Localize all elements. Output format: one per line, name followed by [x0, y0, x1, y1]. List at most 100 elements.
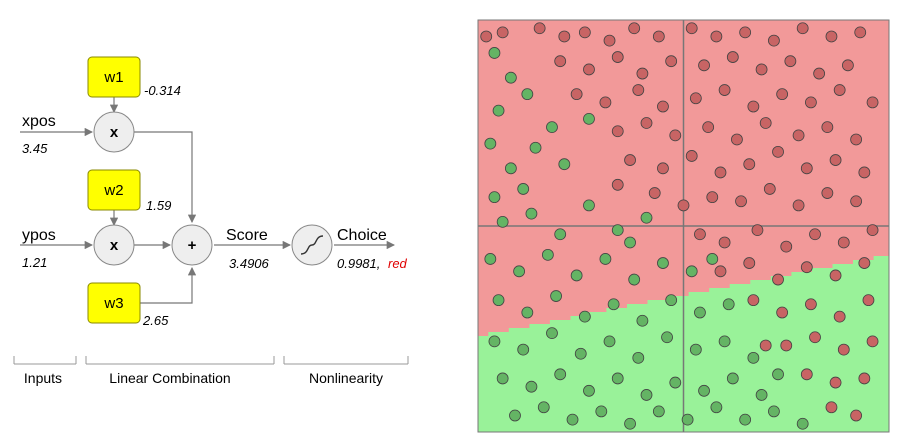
section-label-nonlinearity: Nonlinearity: [309, 370, 383, 386]
data-point-red-79: [862, 294, 875, 307]
data-point-red-6: [652, 30, 665, 43]
data-point-red-90: [611, 178, 624, 191]
data-point-green-47: [611, 372, 624, 385]
data-point-green-26: [550, 290, 562, 302]
data-point-green-0: [488, 47, 501, 59]
data-point-green-55: [566, 413, 579, 426]
score-label: Score: [226, 227, 268, 244]
data-point-green-65: [546, 121, 558, 134]
data-point-green-4: [484, 137, 497, 150]
data-point-red-83: [866, 335, 879, 348]
data-point-red-25: [570, 88, 583, 101]
data-point-red-49: [743, 158, 756, 171]
weight-label-w2: w2: [103, 182, 123, 199]
data-point-red-31: [747, 100, 760, 113]
data-point-red-54: [648, 187, 661, 199]
data-point-red-80: [780, 339, 793, 352]
data-point-red-36: [611, 125, 624, 138]
weight-w3: w3: [87, 282, 141, 324]
data-point-red-37: [640, 117, 653, 129]
data-point-red-44: [850, 133, 863, 146]
data-point-green-42: [747, 351, 760, 364]
multiply-node-1: x: [93, 111, 135, 153]
data-point-red-13: [854, 26, 867, 39]
data-point-green-32: [722, 298, 735, 311]
data-point-red-46: [657, 162, 669, 175]
data-point-green-21: [628, 273, 641, 286]
data-point-green-62: [768, 405, 780, 418]
data-point-red-87: [825, 401, 838, 414]
data-point-green-29: [636, 314, 649, 327]
data-point-red-53: [858, 166, 871, 179]
multiply-node-1-circle: [93, 111, 135, 153]
data-point-red-5: [628, 22, 641, 35]
data-point-green-2: [492, 104, 505, 117]
data-point-red-58: [763, 183, 776, 195]
data-point-red-34: [833, 84, 846, 96]
choice-class: red: [388, 256, 408, 271]
input-label-ypos: ypos: [22, 227, 56, 244]
data-point-red-72: [800, 261, 813, 274]
data-point-green-27: [578, 310, 591, 323]
data-point-red-7: [685, 22, 698, 35]
data-point-red-22: [784, 55, 797, 68]
plot-border: [477, 19, 890, 433]
data-point-green-58: [652, 405, 665, 418]
data-point-red-41: [759, 117, 772, 129]
input-value-ypos: 1.21: [22, 255, 47, 270]
data-point-red-60: [821, 187, 834, 199]
score-value: 3.4906: [229, 256, 270, 271]
data-point-red-51: [800, 162, 813, 175]
data-point-green-16: [484, 253, 497, 265]
plus-icon: +: [188, 237, 197, 254]
data-point-green-7: [558, 158, 571, 171]
data-point-green-1: [504, 71, 517, 84]
weight-box-w1: [87, 56, 141, 98]
add-node: +: [171, 224, 213, 266]
data-point-red-73: [829, 269, 842, 282]
data-point-red-9: [739, 26, 752, 39]
data-point-red-1: [533, 22, 546, 35]
data-point-green-20: [599, 253, 612, 265]
data-point-red-26: [599, 96, 612, 109]
data-point-green-56: [595, 405, 608, 418]
data-point-red-11: [796, 22, 809, 35]
data-point-green-10: [496, 215, 509, 228]
data-point-green-67: [772, 368, 784, 381]
data-point-green-14: [611, 224, 624, 237]
data-point-red-76: [776, 306, 789, 319]
data-point-green-54: [537, 401, 550, 414]
data-point-red-55: [677, 199, 690, 212]
data-point-green-12: [554, 228, 567, 241]
data-point-green-33: [488, 335, 501, 348]
neural-unit-diagram: w1 -0.314 w2 1.59 w3 2.65 xpos 3.45 ypos…: [13, 56, 409, 386]
data-point-green-43: [496, 372, 509, 385]
data-point-red-19: [698, 59, 710, 72]
data-point-green-46: [583, 384, 595, 397]
data-point-green-57: [624, 417, 636, 430]
data-point-green-40: [689, 343, 702, 356]
weight-value-w3: 2.65: [142, 313, 169, 328]
data-point-red-45: [624, 154, 636, 166]
data-point-red-71: [772, 273, 784, 286]
data-point-green-39: [661, 331, 673, 344]
input-value-xpos: 3.45: [22, 141, 48, 156]
data-point-green-52: [755, 389, 768, 401]
weight-label-w1: w1: [103, 69, 123, 86]
weight-value-w2: 1.59: [146, 198, 171, 213]
data-point-red-66: [809, 228, 821, 241]
data-point-green-6: [529, 141, 542, 154]
data-point-green-3: [521, 88, 534, 101]
data-point-red-10: [768, 34, 780, 47]
data-point-green-19: [570, 269, 583, 282]
data-point-red-61: [850, 195, 863, 208]
data-point-red-28: [657, 100, 669, 113]
data-point-red-65: [780, 240, 793, 253]
data-point-green-36: [574, 347, 587, 360]
data-point-green-17: [513, 265, 525, 278]
multiply-node-2-circle: [93, 224, 135, 266]
data-point-green-25: [521, 306, 534, 319]
data-point-red-63: [718, 236, 731, 249]
data-point-green-8: [488, 191, 501, 204]
data-point-red-84: [800, 368, 813, 381]
